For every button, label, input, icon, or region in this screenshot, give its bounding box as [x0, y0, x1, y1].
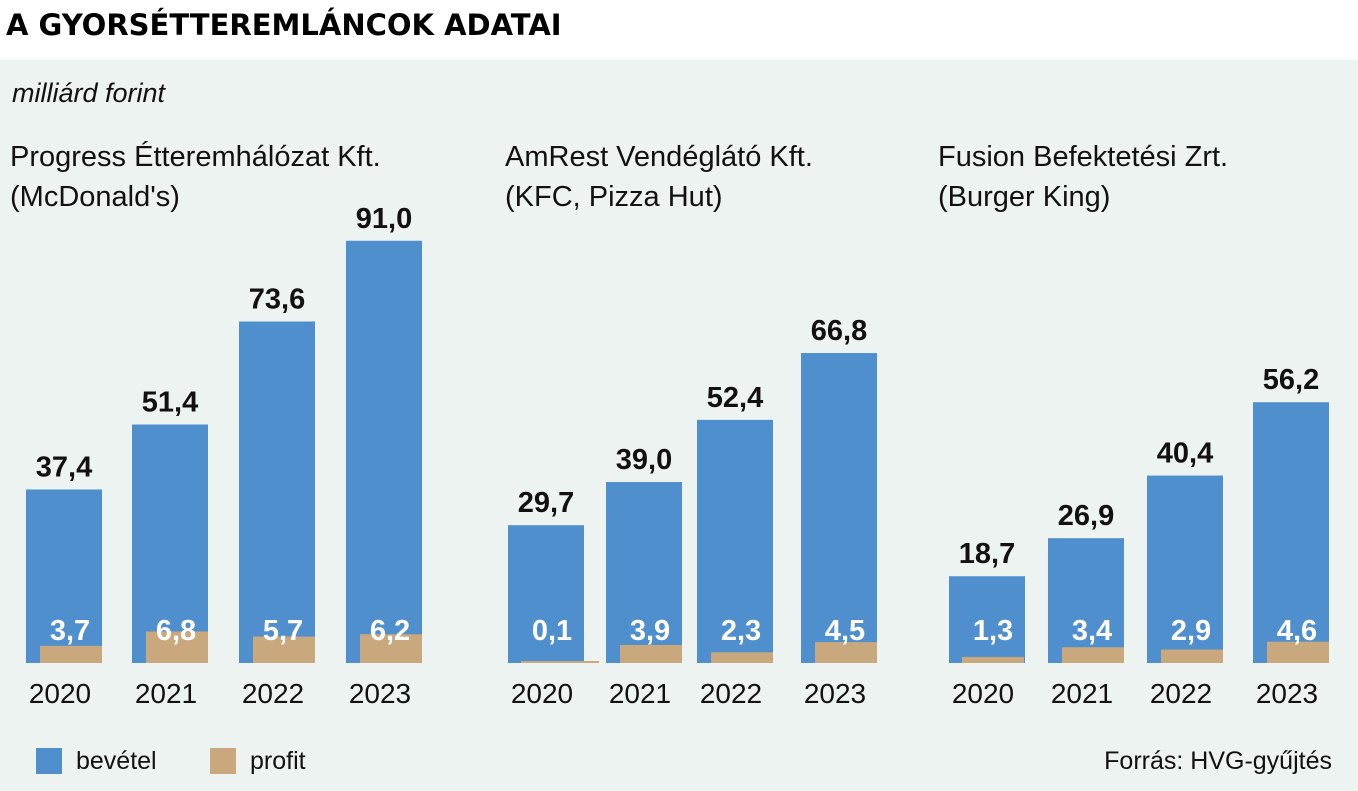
profit-bar [815, 642, 877, 663]
panel-subtitle: (Burger King) [938, 181, 1110, 213]
legend-profit-label: profit [250, 746, 306, 775]
year-tick-label: 2021 [1051, 678, 1113, 709]
revenue-value-label: 91,0 [356, 203, 412, 235]
profit-value-label: 4,5 [825, 615, 865, 647]
revenue-value-label: 26,9 [1058, 500, 1114, 532]
profit-value-label: 6,2 [370, 615, 410, 647]
revenue-bar [26, 489, 102, 663]
year-tick-label: 2023 [1256, 678, 1318, 709]
year-tick-label: 2022 [700, 678, 762, 709]
unit-label: milliárd forint [12, 78, 166, 108]
profit-value-label: 1,3 [973, 615, 1013, 647]
revenue-value-label: 52,4 [707, 382, 763, 414]
year-tick-label: 2020 [952, 678, 1014, 709]
chart-title: A GYORSÉTTEREMLÁNCOK ADATAI [6, 8, 562, 42]
revenue-value-label: 56,2 [1263, 364, 1319, 396]
revenue-bar [1048, 538, 1124, 663]
profit-bar [360, 634, 422, 663]
chart-panel [0, 60, 1358, 791]
revenue-value-label: 40,4 [1157, 438, 1213, 470]
profit-bar [962, 656, 1024, 663]
legend-profit-swatch [210, 748, 236, 774]
profit-value-label: 4,6 [1277, 615, 1317, 647]
profit-value-label: 3,4 [1072, 615, 1112, 647]
profit-bar [620, 644, 682, 663]
revenue-bar [239, 321, 315, 663]
revenue-value-label: 37,4 [36, 451, 92, 483]
year-tick-label: 2020 [511, 678, 573, 709]
profit-value-label: 2,9 [1171, 615, 1211, 647]
profit-value-label: 5,7 [263, 615, 303, 647]
revenue-bar [801, 353, 877, 663]
revenue-bar [697, 419, 773, 663]
revenue-value-label: 29,7 [518, 487, 574, 519]
legend-revenue: bevétel [36, 741, 157, 781]
legend-profit: profit [210, 741, 306, 781]
revenue-bar [606, 482, 682, 663]
revenue-bar [949, 576, 1025, 663]
source-note: Forrás: HVG-gyűjtés [1104, 747, 1332, 775]
profit-bar [253, 636, 315, 663]
profit-value-label: 3,7 [50, 615, 90, 647]
panel-title: AmRest Vendéglátó Kft. [505, 141, 813, 173]
year-tick-label: 2022 [242, 678, 304, 709]
year-tick-label: 2021 [609, 678, 671, 709]
year-tick-label: 2023 [349, 678, 411, 709]
revenue-value-label: 73,6 [249, 283, 305, 315]
year-tick-label: 2020 [29, 678, 91, 709]
panel-title: Progress Étteremhálózat Kft. [10, 140, 381, 173]
revenue-value-label: 18,7 [959, 538, 1015, 570]
profit-value-label: 6,8 [156, 615, 196, 647]
revenue-bar [132, 424, 208, 663]
panel-title: Fusion Befektetési Zrt. [938, 141, 1228, 173]
revenue-bar [346, 240, 422, 663]
revenue-value-label: 39,0 [616, 444, 672, 476]
profit-bar [1161, 649, 1223, 663]
profit-bar [711, 652, 773, 663]
profit-bar [40, 645, 102, 663]
legend-revenue-swatch [36, 748, 62, 774]
profit-bar [1267, 641, 1329, 663]
profit-bar [146, 631, 208, 663]
profit-value-label: 3,9 [630, 615, 670, 647]
year-tick-label: 2023 [804, 678, 866, 709]
profit-bar [1062, 647, 1124, 663]
revenue-value-label: 51,4 [142, 387, 198, 419]
year-tick-label: 2022 [1150, 678, 1212, 709]
revenue-value-label: 66,8 [811, 315, 867, 347]
profit-value-label: 2,3 [721, 615, 761, 647]
year-tick-label: 2021 [135, 678, 197, 709]
panel-subtitle: (McDonald's) [10, 181, 180, 213]
profit-value-label: 0,1 [532, 615, 572, 647]
panel-subtitle: (KFC, Pizza Hut) [505, 181, 723, 213]
revenue-bar [508, 525, 584, 663]
profit-bar [521, 661, 599, 663]
revenue-bar [1147, 475, 1223, 663]
legend-revenue-label: bevétel [76, 746, 157, 775]
revenue-bar [1253, 402, 1329, 663]
